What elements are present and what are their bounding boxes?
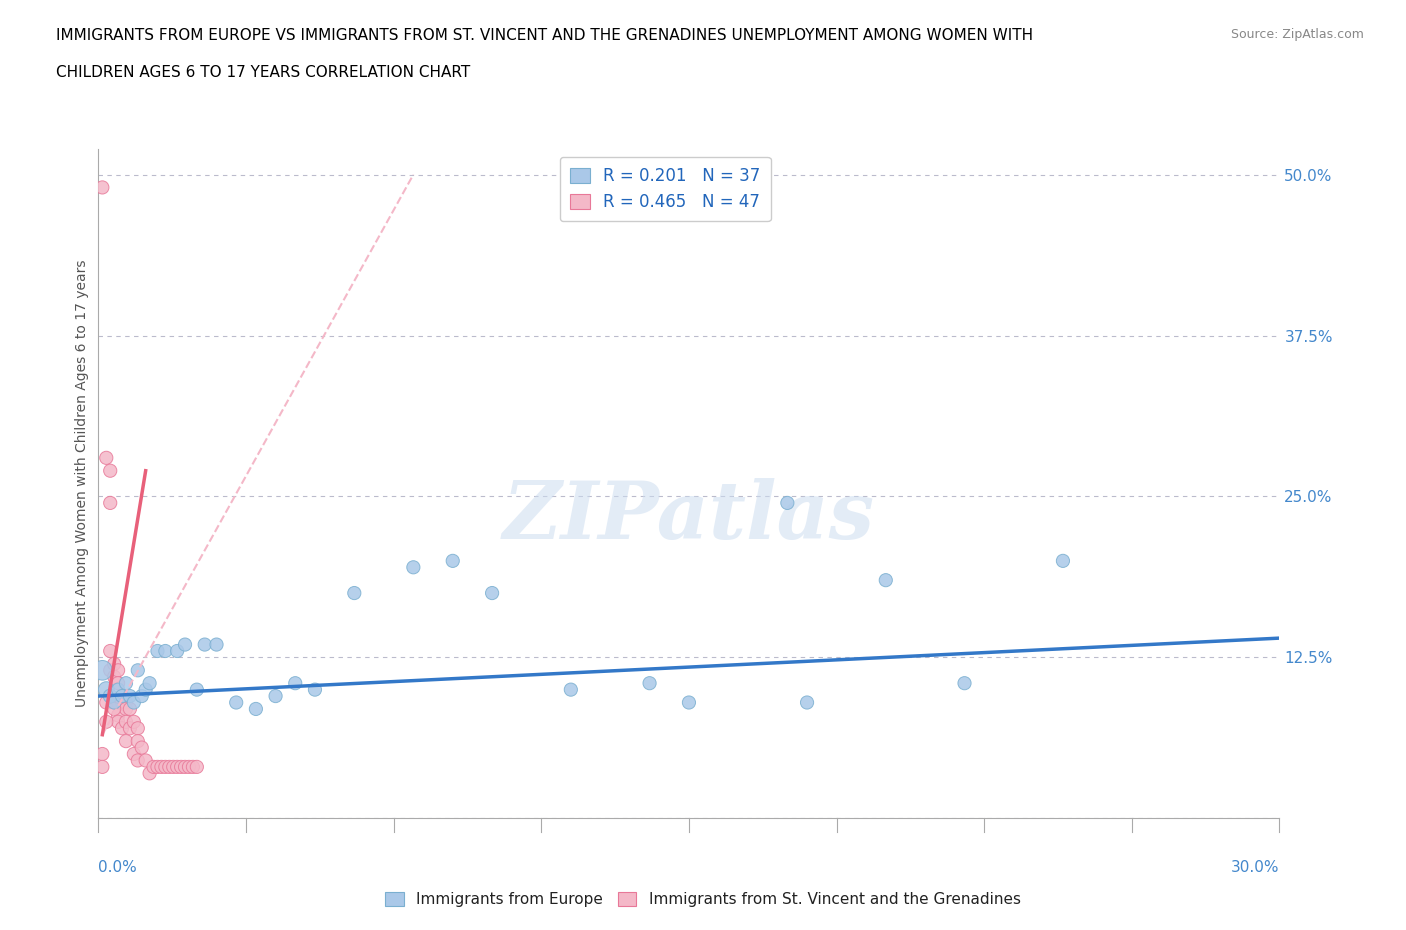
Point xyxy=(122,695,145,710)
Point xyxy=(115,701,138,716)
Point xyxy=(103,670,125,684)
Point xyxy=(118,688,141,703)
Point xyxy=(170,760,193,775)
Point xyxy=(138,766,160,781)
Point xyxy=(441,553,464,568)
Point xyxy=(1052,553,1074,568)
Point xyxy=(96,683,118,698)
Point xyxy=(96,695,118,710)
Point xyxy=(107,714,129,729)
Point xyxy=(127,663,149,678)
Point xyxy=(103,701,125,716)
Point xyxy=(122,714,145,729)
Point xyxy=(98,663,121,678)
Point xyxy=(111,695,134,710)
Text: 30.0%: 30.0% xyxy=(1232,860,1279,875)
Point xyxy=(166,760,188,775)
Point xyxy=(111,721,134,736)
Point xyxy=(127,753,149,768)
Point xyxy=(177,760,200,775)
Point xyxy=(155,760,177,775)
Point xyxy=(638,676,661,691)
Point xyxy=(284,676,307,691)
Point xyxy=(91,663,114,678)
Point xyxy=(91,760,114,775)
Point xyxy=(115,714,138,729)
Text: IMMIGRANTS FROM EUROPE VS IMMIGRANTS FROM ST. VINCENT AND THE GRENADINES UNEMPLO: IMMIGRANTS FROM EUROPE VS IMMIGRANTS FRO… xyxy=(56,28,1033,43)
Point xyxy=(98,496,121,511)
Point xyxy=(135,753,157,768)
Point xyxy=(127,734,149,749)
Y-axis label: Unemployment Among Women with Children Ages 6 to 17 years: Unemployment Among Women with Children A… xyxy=(76,259,90,708)
Point xyxy=(150,760,173,775)
Point xyxy=(98,644,121,658)
Point xyxy=(111,688,134,703)
Point xyxy=(157,760,180,775)
Point xyxy=(155,644,177,658)
Point xyxy=(875,573,897,588)
Point xyxy=(122,747,145,762)
Point xyxy=(953,676,976,691)
Point xyxy=(186,760,208,775)
Text: 0.0%: 0.0% xyxy=(98,860,138,875)
Point xyxy=(481,586,503,601)
Point xyxy=(131,740,153,755)
Point xyxy=(343,586,366,601)
Point xyxy=(225,695,247,710)
Point xyxy=(135,683,157,698)
Point xyxy=(91,180,114,195)
Point xyxy=(96,450,118,465)
Legend: R = 0.201   N = 37, R = 0.465   N = 47: R = 0.201 N = 37, R = 0.465 N = 47 xyxy=(560,157,770,221)
Point xyxy=(205,637,228,652)
Point xyxy=(138,676,160,691)
Point xyxy=(103,657,125,671)
Point xyxy=(127,721,149,736)
Point xyxy=(103,695,125,710)
Point xyxy=(96,714,118,729)
Point xyxy=(402,560,425,575)
Text: ZIPatlas: ZIPatlas xyxy=(503,478,875,556)
Point xyxy=(91,747,114,762)
Point xyxy=(678,695,700,710)
Point xyxy=(107,676,129,691)
Point xyxy=(115,695,138,710)
Point xyxy=(98,688,121,703)
Point xyxy=(146,760,169,775)
Point xyxy=(174,760,197,775)
Point xyxy=(115,676,138,691)
Point xyxy=(304,683,326,698)
Text: CHILDREN AGES 6 TO 17 YEARS CORRELATION CHART: CHILDREN AGES 6 TO 17 YEARS CORRELATION … xyxy=(56,65,471,80)
Point xyxy=(118,701,141,716)
Point xyxy=(186,683,208,698)
Point xyxy=(118,721,141,736)
Point xyxy=(194,637,217,652)
Point xyxy=(181,760,204,775)
Point xyxy=(245,701,267,716)
Text: Source: ZipAtlas.com: Source: ZipAtlas.com xyxy=(1230,28,1364,41)
Point xyxy=(166,644,188,658)
Point xyxy=(107,683,129,698)
Point xyxy=(131,688,153,703)
Point xyxy=(115,734,138,749)
Point xyxy=(142,760,165,775)
Point xyxy=(103,695,125,710)
Point xyxy=(796,695,818,710)
Point xyxy=(264,688,287,703)
Point xyxy=(162,760,184,775)
Point xyxy=(107,663,129,678)
Point xyxy=(146,644,169,658)
Point xyxy=(107,708,129,723)
Point xyxy=(560,683,582,698)
Point xyxy=(107,695,129,710)
Legend: Immigrants from Europe, Immigrants from St. Vincent and the Grenadines: Immigrants from Europe, Immigrants from … xyxy=(380,885,1026,913)
Point xyxy=(174,637,197,652)
Point xyxy=(98,463,121,478)
Point xyxy=(776,496,799,511)
